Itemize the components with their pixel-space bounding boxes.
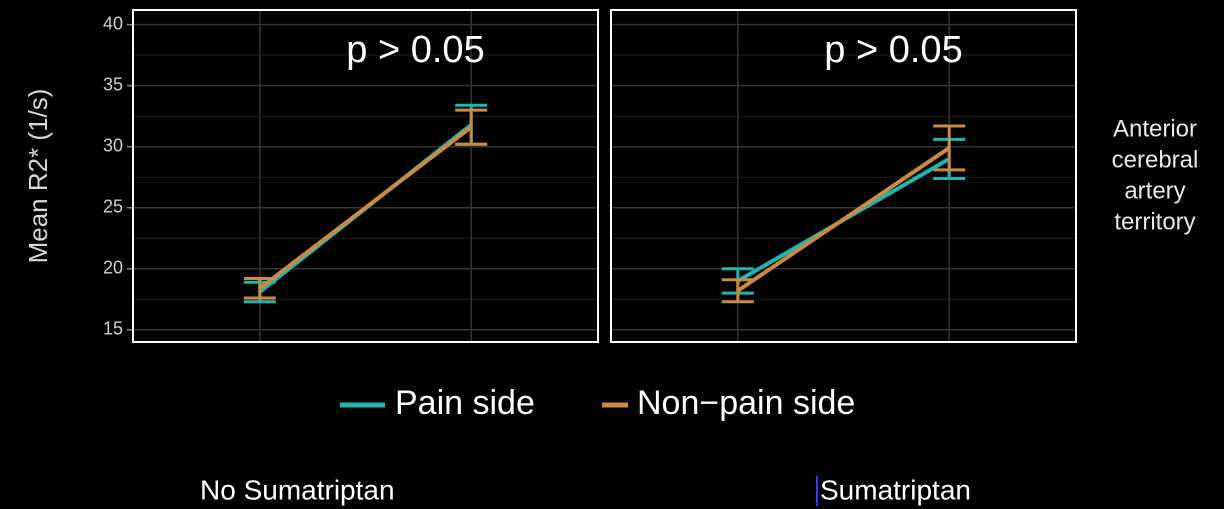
strip-label: artery	[1124, 177, 1185, 204]
y-axis-label: Mean R2* (1/s)	[23, 89, 53, 264]
y-tick-label: 20	[103, 258, 123, 278]
y-tick-label: 40	[103, 13, 123, 33]
panel-background	[133, 10, 598, 342]
cursor-mark	[816, 476, 818, 506]
y-tick-label: 15	[103, 319, 123, 339]
panel-label: No Sumatriptan	[200, 474, 395, 505]
strip-label: territory	[1114, 208, 1195, 235]
y-tick-label: 35	[103, 74, 123, 94]
panel-border	[610, 9, 1077, 343]
panel-label: Sumatriptan	[820, 474, 971, 505]
y-tick-label: 25	[103, 196, 123, 216]
strip-label: cerebral	[1112, 146, 1199, 173]
panel-background	[611, 10, 1076, 342]
series-line	[736, 146, 951, 293]
annotation: p > 0.05	[346, 29, 484, 71]
annotation: p > 0.05	[824, 29, 962, 71]
legend-label: Non−pain side	[637, 384, 855, 422]
legend-label: Pain side	[395, 384, 535, 422]
strip-label: Anterior	[1113, 115, 1197, 142]
panel-border	[132, 9, 599, 343]
series-line	[258, 125, 473, 290]
y-tick-label: 30	[103, 135, 123, 155]
